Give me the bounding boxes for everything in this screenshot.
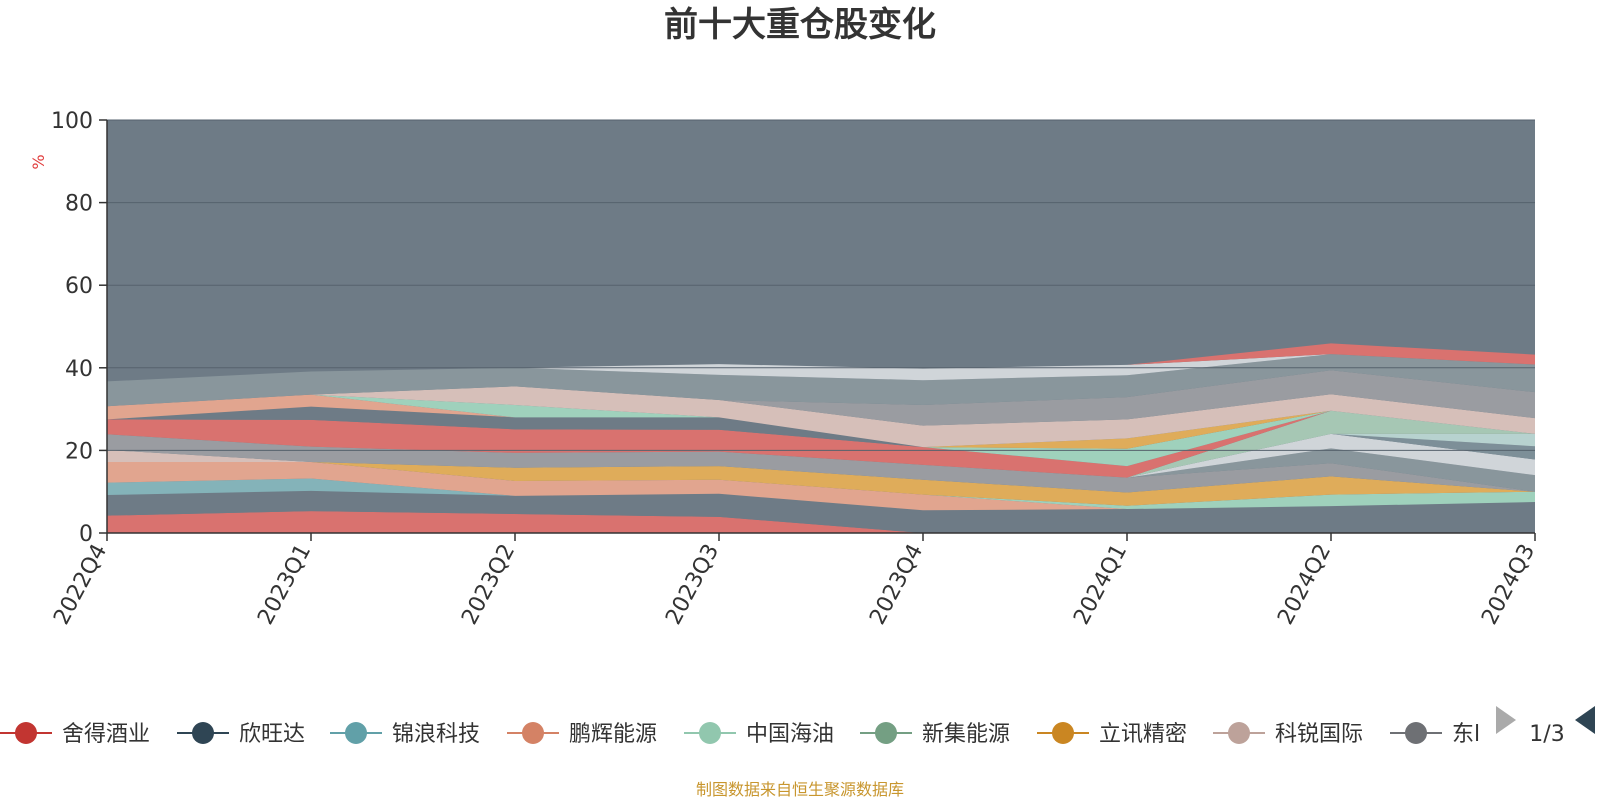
legend-label: 科锐国际	[1275, 722, 1363, 747]
legend-label: 锦浪科技	[392, 722, 480, 747]
x-tick-label: 2023Q4	[865, 540, 928, 629]
legend-marker-icon	[1228, 722, 1250, 744]
legend-item[interactable]: 欣旺达	[177, 722, 305, 747]
area-series-19	[107, 394, 1535, 449]
x-tick-label: 2024Q3	[1477, 540, 1540, 629]
plot-area	[107, 120, 1535, 533]
legend-item[interactable]: 科锐国际	[1213, 722, 1363, 747]
legend-label: 鹏辉能源	[569, 722, 657, 747]
legend-prev-icon[interactable]	[1496, 706, 1516, 734]
legend-marker-icon	[699, 722, 721, 744]
area-series-3	[107, 478, 1535, 511]
area-series-2	[107, 490, 1535, 533]
legend-item[interactable]: 新集能源	[860, 722, 1010, 747]
legend-label: 欣旺达	[239, 722, 305, 747]
legend-item[interactable]: 锦浪科技	[330, 722, 480, 747]
legend-label: 舍得酒业	[62, 722, 150, 747]
legend-item[interactable]: 中国海油	[684, 722, 834, 747]
x-tick-label: 2023Q3	[661, 540, 724, 629]
area-series-12	[107, 433, 1535, 478]
legend-pager: 1/3	[1496, 706, 1595, 747]
legend-label: 立讯精密	[1099, 722, 1187, 747]
legend-page-indicator: 1/3	[1529, 722, 1564, 747]
legend-label: 东l	[1452, 722, 1480, 747]
data-source-note: 制图数据来自恒生聚源数据库	[696, 780, 904, 799]
legend-marker-icon	[875, 722, 897, 744]
area-series-1	[107, 511, 1535, 533]
area-series-15	[107, 410, 1535, 478]
y-tick-label: 100	[51, 109, 93, 134]
legend-label: 新集能源	[922, 722, 1010, 747]
legend-marker-icon	[1052, 722, 1074, 744]
area-series-5	[107, 461, 1535, 510]
legend-item[interactable]: 舍得酒业	[0, 722, 150, 747]
area-series-21	[107, 370, 1535, 426]
y-tick-label: 40	[65, 357, 93, 382]
area-series-24	[107, 343, 1535, 382]
area-series-9	[107, 434, 1535, 493]
x-tick-label: 2022Q4	[49, 540, 112, 629]
area-series-20	[107, 386, 1535, 448]
legend-item[interactable]: 立讯精密	[1037, 722, 1187, 747]
y-tick-label: 0	[79, 522, 93, 547]
x-tick-label: 2023Q2	[457, 540, 520, 629]
area-series-22	[107, 354, 1535, 407]
x-tick-label: 2024Q1	[1069, 540, 1132, 629]
legend: 舍得酒业 欣旺达 锦浪科技 鹏辉能源 中国海油 新集能源 立讯精密 科锐国际 东l	[0, 722, 1480, 747]
legend-next-icon[interactable]	[1575, 706, 1595, 734]
area-series-4	[107, 461, 1535, 511]
x-tick-label: 2023Q1	[253, 540, 316, 629]
legend-marker-icon	[192, 722, 214, 744]
area-series-18	[107, 394, 1535, 467]
area-series-17	[107, 394, 1535, 467]
grid-lines	[107, 119, 1535, 451]
chart-title: 前十大重仓股变化	[664, 5, 936, 45]
legend-label: 中国海油	[746, 722, 834, 747]
legend-marker-icon	[345, 722, 367, 744]
y-tick-label: 60	[65, 274, 93, 299]
y-tick-label: 20	[65, 439, 93, 464]
legend-marker-icon	[522, 722, 544, 744]
x-tick-label: 2024Q2	[1273, 540, 1336, 629]
area-series-7	[107, 461, 1535, 506]
y-tick-label: 80	[65, 192, 93, 217]
area-series-11	[107, 433, 1535, 478]
y-axis-unit: %	[29, 154, 48, 169]
area-series-10	[107, 434, 1535, 492]
legend-item[interactable]: 鹏辉能源	[507, 722, 657, 747]
legend-item[interactable]: 东l	[1390, 722, 1480, 747]
legend-marker-icon	[15, 722, 37, 744]
area-series-14	[107, 410, 1535, 478]
area-series-16	[107, 406, 1535, 467]
legend-marker-icon	[1405, 722, 1427, 744]
